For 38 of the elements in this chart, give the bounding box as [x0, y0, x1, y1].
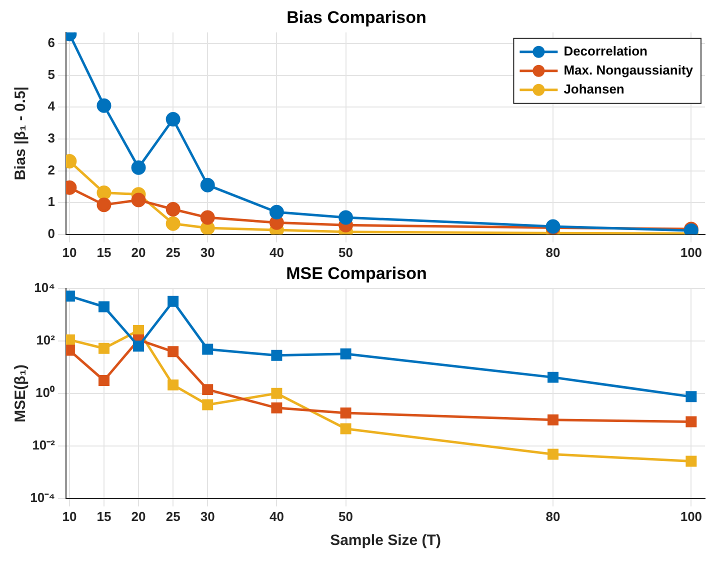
x-tick-label: 80: [546, 244, 560, 260]
legend-label: Max. Nongaussianity: [564, 62, 694, 78]
x-axis-title: Sample Size (T): [330, 532, 441, 550]
x-tick-label: 100: [680, 244, 702, 260]
x-tick-label: 20: [131, 244, 146, 260]
y-tick-label: 10⁰: [36, 384, 55, 400]
y-tick-label: 5: [48, 66, 55, 82]
x-tick-label: 30: [200, 508, 215, 524]
y-tick-label: 10⁻²: [32, 437, 56, 452]
x-tick-label: 30: [200, 244, 215, 260]
y-axis-title: Bias |β₁ - 0.5|: [12, 86, 30, 180]
chart-title: Bias Comparison: [286, 8, 426, 27]
chart-title: MSE Comparison: [286, 264, 427, 283]
x-tick-label: 15: [96, 508, 112, 524]
y-tick-label: 4: [48, 98, 56, 114]
y-tick-label: 1: [48, 194, 55, 210]
y-axis-title: MSE(β₁): [12, 364, 30, 422]
x-tick-label: 15: [96, 244, 112, 260]
y-tick-label: 10²: [36, 332, 56, 348]
y-tick-label: 2: [48, 162, 55, 178]
y-tick-label: 0: [48, 226, 55, 241]
x-tick-label: 50: [338, 244, 354, 260]
x-tick-label: 25: [166, 244, 180, 260]
x-tick-label: 100: [680, 508, 702, 524]
legend-label: Decorrelation: [564, 43, 648, 58]
y-tick-label: 10⁴: [34, 280, 55, 295]
x-tick-label: 80: [546, 508, 560, 524]
x-tick-label: 10: [62, 508, 77, 524]
y-tick-label: 6: [48, 35, 55, 50]
x-tick-label: 20: [131, 508, 146, 524]
y-tick-label: 10⁻⁴: [30, 490, 55, 505]
x-tick-label: 40: [269, 508, 284, 524]
x-tick-label: 10: [62, 244, 77, 260]
y-tick-label: 3: [48, 130, 55, 146]
x-tick-label: 50: [338, 508, 354, 524]
x-tick-label: 40: [269, 244, 284, 260]
x-tick-label: 25: [166, 508, 180, 524]
legend-label: Johansen: [564, 81, 624, 96]
